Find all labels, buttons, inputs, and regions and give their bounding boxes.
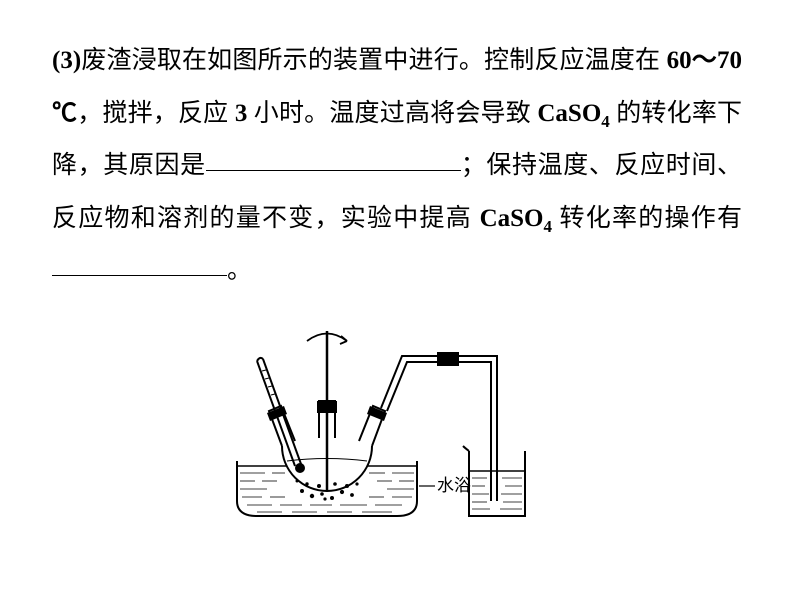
blank-2 [52,251,227,276]
period: 。 [227,257,252,284]
compound2: CaSO [480,205,544,232]
compound2-sub: 4 [543,217,552,236]
semicolon: ； [461,152,486,179]
blank-1 [206,146,461,171]
text-part1c: 小时。温度过高将会导致 [254,100,531,127]
apparatus-diagram: 水浴 [207,306,587,541]
text-part1a: 废渣浸取在如图所示的装置中进行。控制反应温度在 [81,47,660,74]
question-text: (3)废渣浸取在如图所示的装置中进行。控制反应温度在 60～70 ℃，搅拌，反应… [52,35,742,298]
hours: 3 [235,100,248,127]
diagram-container: 水浴 [52,306,742,541]
beaker [463,446,525,516]
text-part1b: ，搅拌，反应 [77,100,228,127]
compound1: CaSO [537,100,601,127]
question-number: (3) [52,47,81,74]
waterbath-label: 水浴 [437,476,471,495]
compound1-sub: 4 [601,112,610,131]
text-part2b: 转化率的操作有 [559,205,742,232]
